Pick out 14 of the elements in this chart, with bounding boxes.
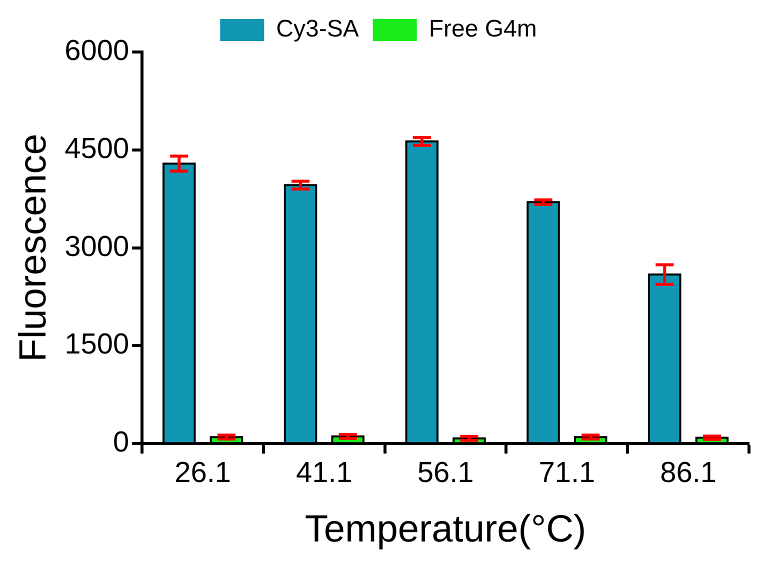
y-axis-title: Fluorescence: [12, 134, 54, 362]
x-tick-label: 56.1: [417, 457, 474, 489]
y-tick-label: 0: [112, 426, 130, 459]
x-tick-label: 26.1: [174, 457, 232, 489]
x-tick-label: 71.1: [538, 457, 596, 489]
legend-label: Free G4m: [428, 16, 537, 43]
y-tick-label: 6000: [64, 35, 130, 67]
x-axis-title: Temperature(°C): [304, 508, 586, 551]
y-tick-label: 4500: [64, 132, 130, 165]
legend-label: Cy3-SA: [276, 16, 359, 43]
x-tick-label: 41.1: [296, 457, 352, 489]
y-tick-label: 1500: [64, 328, 130, 361]
y-tick-label: 3000: [64, 230, 130, 263]
x-tick-label: 86.1: [660, 457, 717, 489]
